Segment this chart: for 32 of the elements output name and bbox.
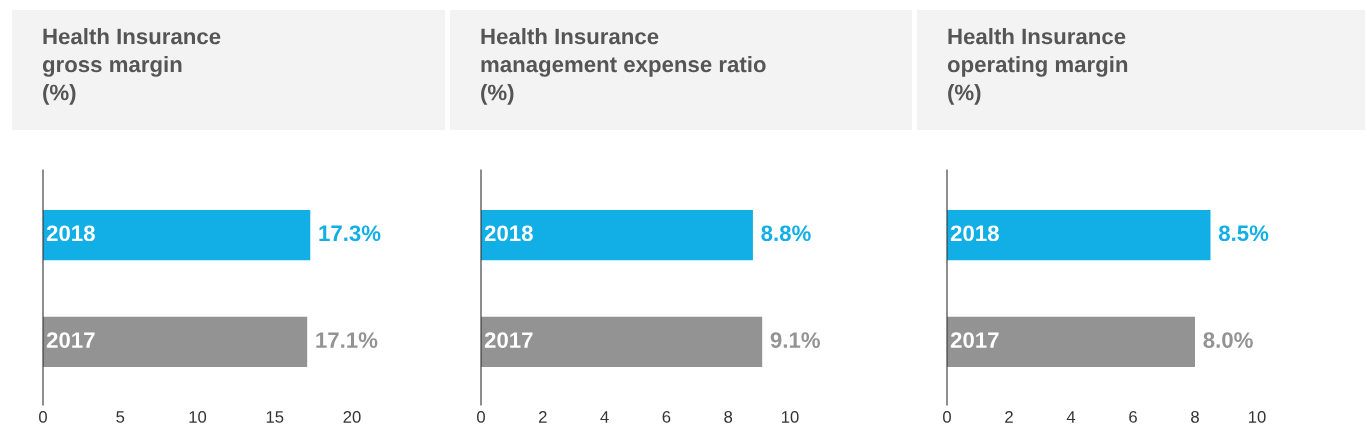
y-tick-label: 2017: [484, 332, 533, 348]
data-label: 8.8%: [761, 225, 811, 242]
data-label: 8.0%: [1203, 332, 1253, 348]
data-label: 17.3%: [319, 225, 381, 242]
x-tick-label: 8: [1191, 411, 1199, 423]
x-tick-label: 10: [1249, 411, 1266, 423]
x-tick-label: 10: [189, 411, 207, 423]
x-tick-label: 20: [343, 411, 361, 423]
data-label: 17.1%: [316, 332, 378, 348]
x-tick-label: 0: [943, 411, 951, 423]
x-tick-label: 15: [266, 411, 284, 423]
x-tick-label: 8: [724, 411, 733, 423]
x-tick-label: 6: [1129, 411, 1137, 423]
y-tick-label: 2018: [950, 225, 999, 242]
x-tick-label: 0: [39, 411, 47, 423]
x-tick-label: 4: [600, 411, 609, 423]
chart-title: Health Insurance operating margin (%): [947, 28, 1128, 105]
x-tick-label: 2: [1005, 411, 1013, 423]
x-tick-label: 10: [782, 411, 799, 423]
chart-title: Health Insurance gross margin (%): [42, 28, 221, 105]
x-tick-label: 0: [477, 411, 485, 423]
data-label: 9.1%: [770, 332, 820, 348]
y-tick-label: 2018: [46, 225, 95, 242]
y-tick-label: 2017: [46, 332, 95, 348]
x-tick-label: 6: [662, 411, 671, 423]
chart-title: Health Insurance management expense ratio (%): [481, 28, 766, 105]
x-tick-label: 5: [116, 411, 125, 423]
data-label: 8.5%: [1218, 225, 1269, 242]
y-tick-label: 2017: [950, 332, 999, 348]
x-tick-label: 4: [1066, 411, 1076, 423]
x-tick-label: 2: [539, 411, 547, 423]
y-tick-label: 2018: [484, 225, 533, 242]
